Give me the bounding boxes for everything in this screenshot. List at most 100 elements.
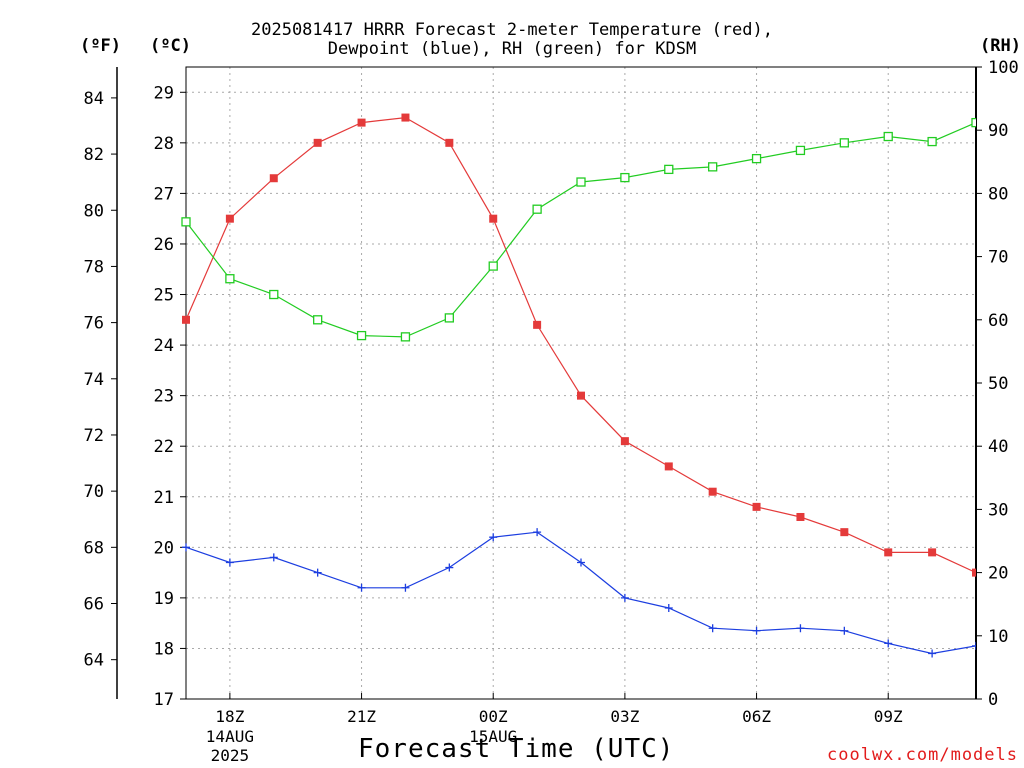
rh-point — [400, 332, 411, 342]
celsius-tick-label: 26 — [154, 235, 174, 255]
fahrenheit-tick-label: 74 — [84, 370, 104, 390]
rh-series-line — [185, 122, 976, 338]
celsius-tick-label: 19 — [154, 589, 174, 609]
rh-point — [181, 217, 191, 227]
temperature-point — [401, 113, 410, 122]
x-tick-label: 21Z — [347, 707, 376, 726]
temperature-point — [708, 487, 717, 496]
x-tick-sublabel: 14AUG — [206, 727, 254, 746]
celsius-tick-label: 29 — [154, 83, 174, 103]
fahrenheit-tick-label: 80 — [84, 201, 104, 221]
x-tick-sublabel: 2025 — [211, 746, 250, 765]
dewpoint-point — [840, 626, 849, 635]
celsius-tick-label: 28 — [154, 134, 174, 154]
dewpoint-point — [445, 563, 454, 572]
dewpoint-point — [664, 603, 673, 612]
rh-point — [269, 289, 279, 300]
fahrenheit-tick-label: 72 — [84, 426, 104, 446]
rh-tick-label: 0 — [988, 690, 998, 710]
temperature-point — [752, 502, 761, 511]
fahrenheit-tick-label: 82 — [84, 145, 104, 165]
dewpoint-point — [620, 593, 629, 602]
dewpoint-point — [708, 624, 717, 633]
x-tick-label: 09Z — [874, 707, 903, 726]
celsius-tick-label: 27 — [154, 184, 174, 204]
temperature-point — [884, 548, 893, 557]
x-tick-sublabel: 15AUG — [469, 727, 517, 746]
dewpoint-point — [313, 568, 322, 577]
credit-text: coolwx.com/models — [827, 745, 1018, 765]
rh-point — [532, 204, 542, 214]
dewpoint-point — [577, 558, 585, 567]
dewpoint-point — [489, 533, 498, 542]
dewpoint-point — [182, 543, 190, 552]
rh-tick-label: 30 — [988, 500, 1008, 520]
fahrenheit-tick-label: 76 — [84, 314, 104, 334]
dewpoint-point — [752, 626, 761, 635]
dewpoint-point — [796, 624, 805, 633]
temperature-point — [620, 437, 629, 446]
dewpoint-point — [225, 558, 234, 567]
rh-tick-label: 40 — [988, 437, 1008, 457]
rh-point — [313, 315, 323, 325]
temperature-point — [489, 214, 498, 223]
celsius-tick-label: 20 — [154, 538, 174, 558]
dewpoint-point — [972, 641, 976, 650]
celsius-tick-label: 22 — [154, 437, 174, 457]
plot-frame — [185, 66, 977, 700]
temperature-point — [269, 174, 278, 183]
temperature-point — [182, 315, 190, 324]
rh-point — [576, 177, 586, 187]
temperature-point — [840, 528, 849, 537]
chart-title-line2: Dewpoint (blue), RH (green) for KDSM — [327, 39, 697, 59]
rh-point — [620, 172, 630, 183]
rh-point — [708, 162, 718, 172]
rh-unit-label: (RH) — [980, 36, 1021, 56]
dewpoint-point — [928, 649, 937, 658]
dewpoint-series-line — [185, 531, 976, 655]
dewpoint-point — [269, 553, 278, 562]
x-tick-label: 06Z — [742, 707, 771, 726]
fahrenheit-unit-label: (ºF) — [80, 36, 121, 56]
rh-point — [751, 153, 762, 164]
celsius-unit-label: (ºC) — [150, 36, 191, 56]
rh-tick-label: 90 — [988, 121, 1008, 141]
fahrenheit-tick-label: 66 — [84, 594, 104, 614]
celsius-tick-label: 17 — [154, 690, 174, 710]
temperature-point — [796, 512, 805, 521]
rh-point — [883, 131, 893, 142]
temperature-point — [577, 391, 585, 400]
fahrenheit-tick-label: 64 — [84, 651, 104, 671]
temperature-point — [225, 214, 234, 223]
temperature-point — [928, 548, 937, 557]
celsius-tick-label: 24 — [154, 336, 174, 356]
celsius-tick-label: 18 — [154, 639, 174, 659]
fahrenheit-tick-label: 70 — [84, 482, 104, 502]
rh-point — [927, 136, 937, 147]
x-tick-label: 00Z — [479, 707, 508, 726]
dewpoint-point — [884, 639, 893, 648]
celsius-tick-label: 25 — [154, 286, 174, 306]
dewpoint-point — [533, 528, 542, 537]
rh-point — [356, 330, 367, 341]
celsius-tick-label: 21 — [154, 488, 174, 508]
x-tick-label: 18Z — [215, 707, 244, 726]
rh-point — [839, 138, 849, 148]
rh-point — [971, 117, 976, 128]
fahrenheit-tick-label: 78 — [84, 257, 104, 277]
temperature-point — [972, 568, 976, 577]
celsius-tick-label: 23 — [154, 387, 174, 407]
fahrenheit-tick-label: 84 — [84, 89, 104, 109]
x-tick-label: 03Z — [610, 707, 639, 726]
rh-tick-label: 20 — [988, 564, 1008, 584]
temperature-point — [357, 118, 366, 127]
fahrenheit-tick-label: 68 — [84, 538, 104, 558]
rh-tick-label: 70 — [988, 248, 1008, 268]
rh-point — [488, 261, 498, 271]
dewpoint-point — [401, 583, 410, 592]
rh-tick-label: 60 — [988, 311, 1008, 331]
chart-title-line1: 2025081417 HRRR Forecast 2-meter Tempera… — [251, 20, 773, 40]
rh-point — [225, 274, 235, 284]
